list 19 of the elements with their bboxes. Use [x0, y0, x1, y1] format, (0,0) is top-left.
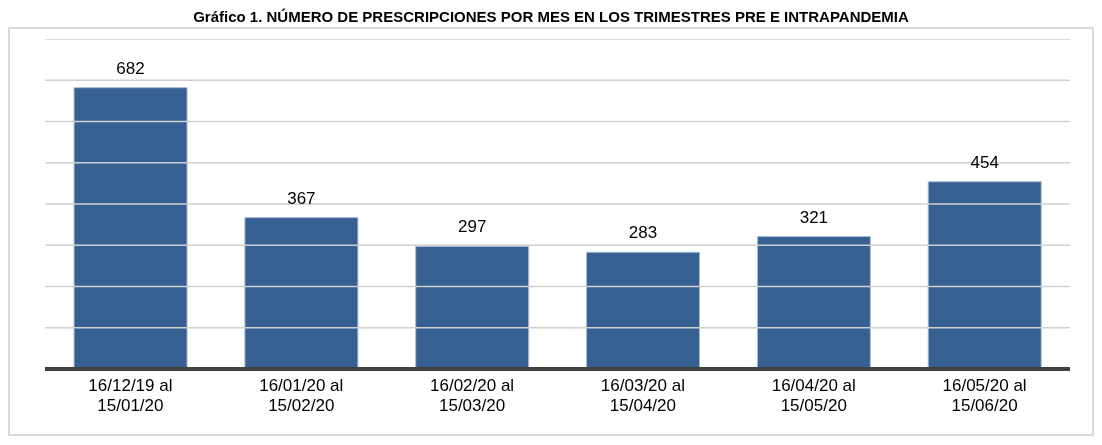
data-label: 283	[628, 223, 658, 243]
data-label: 682	[116, 58, 145, 78]
x-tick-label: 16/12/19 al 15/01/20	[88, 376, 173, 415]
x-tick-label: 16/02/20 al 15/03/20	[430, 376, 515, 415]
bar	[756, 236, 871, 369]
x-tick-label: 16/04/20 al 15/05/20	[771, 376, 856, 415]
bar	[73, 87, 188, 369]
data-label: 367	[287, 188, 316, 208]
data-label: 321	[799, 207, 829, 227]
x-tick-label: 16/01/20 al 15/02/20	[259, 376, 344, 415]
x-tick-label: 16/05/20 al 15/06/20	[942, 376, 1027, 415]
x-tick-label: 16/03/20 al 15/04/20	[600, 376, 685, 415]
bar	[927, 181, 1042, 369]
bar	[244, 217, 359, 369]
bar	[586, 251, 701, 369]
data-label: 297	[458, 217, 487, 237]
data-label: 454	[970, 152, 999, 172]
chart-title: Gráfico 1. NÚMERO DE PRESCRIPCIONES POR MES EN LOS TRIMESTRES PRE E INTRAPANDEMIA	[192, 8, 910, 25]
bar	[415, 245, 530, 369]
